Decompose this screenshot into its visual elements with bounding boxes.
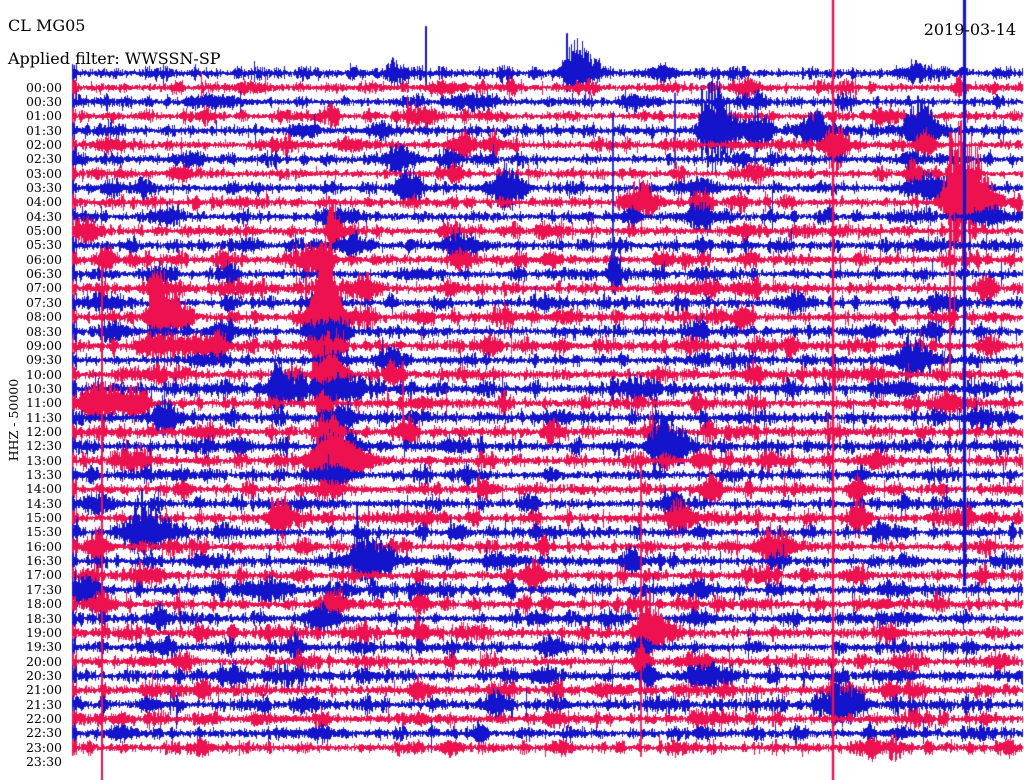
row-time-label: 12:30 — [25, 438, 62, 454]
row-time-label: 21:30 — [25, 696, 62, 712]
row-time-label: 11:30 — [25, 409, 62, 425]
row-time-label: 03:00 — [25, 165, 62, 181]
row-time-label: 14:30 — [25, 495, 62, 511]
row-time-labels: 00:00 00:30 01:00 01:30 02:00 02:30 03:00 03:30… — [0, 0, 63, 780]
row-time-label: 23:30 — [25, 754, 62, 769]
row-time-label: 06:30 — [25, 266, 62, 282]
row-time-label: 04:30 — [25, 208, 62, 224]
row-time-label: 10:30 — [25, 380, 62, 396]
row-time-label: 08:30 — [25, 323, 62, 339]
row-time-label: 11:00 — [25, 395, 62, 411]
row-time-label: 03:30 — [25, 180, 62, 195]
row-time-label: 09:30 — [25, 352, 62, 368]
row-time-label: 09:00 — [25, 337, 62, 353]
row-time-label: 18:00 — [25, 596, 62, 612]
row-time-label: 01:00 — [25, 108, 62, 124]
row-time-label: 12:00 — [25, 423, 62, 439]
date-label: 2019-03-14 — [923, 20, 1016, 39]
row-time-label: 21:00 — [25, 682, 62, 698]
row-time-label: 16:00 — [25, 538, 62, 554]
row-time-label: 18:30 — [25, 610, 62, 626]
row-time-label: 15:00 — [25, 510, 62, 526]
row-time-label: 07:00 — [25, 280, 62, 296]
row-time-label: 10:00 — [25, 366, 62, 382]
row-time-label: 19:00 — [25, 624, 62, 640]
row-time-label: 17:30 — [25, 581, 62, 597]
row-time-label: 00:00 — [25, 79, 62, 95]
row-time-label: 22:00 — [25, 710, 62, 726]
row-time-label: 13:00 — [25, 452, 62, 468]
row-time-label: 20:30 — [25, 667, 62, 683]
row-time-label: 05:30 — [25, 237, 62, 253]
row-time-label: 17:00 — [25, 567, 62, 583]
row-time-label: 07:30 — [25, 294, 62, 310]
applied-filter-label: Applied filter: WWSSN-SP — [8, 49, 221, 68]
row-time-label: 08:00 — [25, 309, 62, 325]
row-time-label: 01:30 — [25, 122, 62, 138]
row-time-label: 05:00 — [25, 223, 62, 239]
row-time-label: 06:00 — [25, 251, 62, 267]
row-time-label: 19:30 — [25, 639, 62, 655]
row-time-label: 23:00 — [25, 739, 62, 755]
row-time-label: 02:00 — [25, 136, 62, 152]
row-time-label: 13:30 — [25, 467, 62, 482]
row-time-label: 15:30 — [25, 524, 62, 540]
station-title: CL MG05 — [8, 16, 86, 35]
row-time-label: 00:30 — [25, 93, 62, 109]
row-time-label: 02:30 — [25, 151, 62, 167]
row-time-label: 20:00 — [25, 653, 62, 669]
row-time-label: 14:00 — [25, 481, 62, 497]
row-time-label: 04:00 — [25, 194, 62, 210]
row-time-label: 16:30 — [25, 553, 62, 569]
row-time-label: 22:30 — [25, 725, 62, 741]
